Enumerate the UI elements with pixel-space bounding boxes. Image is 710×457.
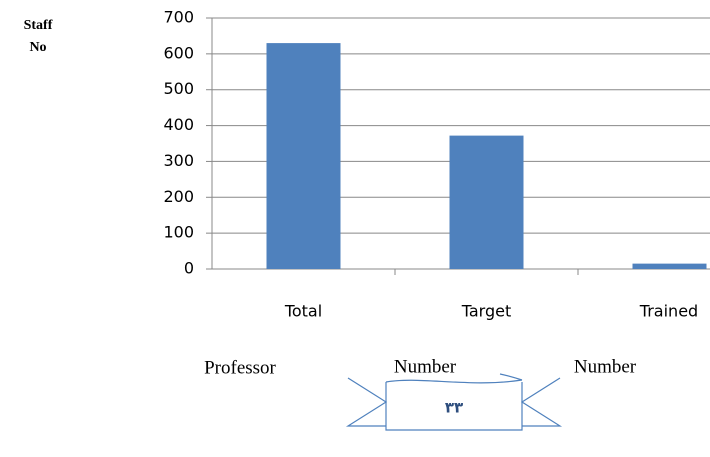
y-tick-label: 300 [163, 151, 194, 170]
y-tick-label: 100 [163, 223, 194, 242]
y-tick-label: 600 [163, 43, 194, 62]
page-number: ٣٣ [445, 399, 463, 417]
y-tick-label: 400 [163, 115, 194, 134]
page-banner [345, 373, 563, 431]
caption: Professor [204, 357, 276, 378]
bar [632, 263, 707, 269]
y-tick-label: 700 [163, 8, 194, 27]
x-tick-label: Target [461, 302, 512, 321]
caption: Number [394, 356, 457, 377]
y-axis-label: Staff [24, 18, 53, 33]
bar [449, 135, 524, 269]
x-tick-label: Trained [639, 302, 698, 321]
bar [266, 43, 341, 269]
plot-area: 0 100 200 300 400 500 600 700 Total Target Trained [163, 8, 710, 321]
x-tick-label: Total [284, 302, 322, 321]
y-tick-label: 0 [184, 259, 194, 278]
y-tick-label: 500 [163, 79, 194, 98]
y-tick-label: 200 [163, 187, 194, 206]
y-axis-label: No [29, 40, 46, 55]
caption: Number [574, 356, 637, 377]
